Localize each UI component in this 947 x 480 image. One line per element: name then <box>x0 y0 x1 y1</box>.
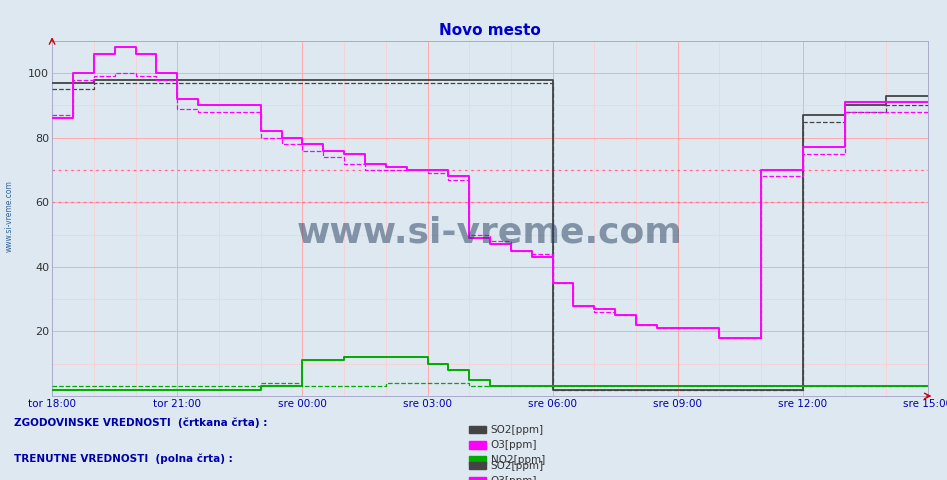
Text: www.si-vreme.com: www.si-vreme.com <box>5 180 14 252</box>
Text: TRENUTNE VREDNOSTI  (polna črta) :: TRENUTNE VREDNOSTI (polna črta) : <box>14 454 233 464</box>
Text: www.si-vreme.com: www.si-vreme.com <box>297 216 683 250</box>
Text: O3[ppm]: O3[ppm] <box>491 440 537 450</box>
Text: O3[ppm]: O3[ppm] <box>491 476 537 480</box>
Text: NO2[ppm]: NO2[ppm] <box>491 456 545 465</box>
Title: Novo mesto: Novo mesto <box>439 23 541 38</box>
Text: SO2[ppm]: SO2[ppm] <box>491 425 544 434</box>
Text: ZGODOVINSKE VREDNOSTI  (črtkana črta) :: ZGODOVINSKE VREDNOSTI (črtkana črta) : <box>14 418 268 428</box>
Text: SO2[ppm]: SO2[ppm] <box>491 461 544 470</box>
